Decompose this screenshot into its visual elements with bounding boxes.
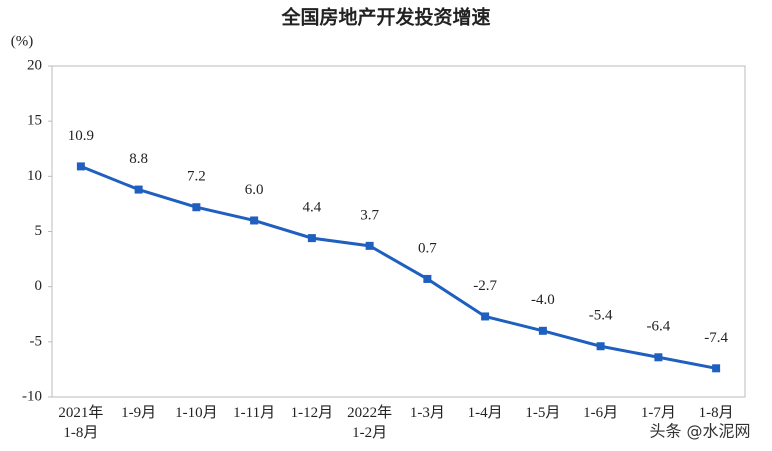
x-tick-line: 1-10月 — [175, 405, 218, 421]
data-label: 6.0 — [245, 182, 264, 198]
x-tick-line: 1-8月 — [63, 425, 98, 441]
y-tick-label: 15 — [27, 113, 42, 129]
point-marker — [596, 342, 605, 351]
data-label: -5.4 — [589, 308, 613, 324]
point-marker — [192, 203, 201, 212]
watermark: 头条 @水泥网 — [649, 422, 750, 441]
y-tick-label: -5 — [30, 333, 43, 349]
data-label: -2.7 — [473, 278, 497, 294]
x-tick-label: 1-11月 — [233, 405, 275, 421]
x-tick-line: 1-2月 — [352, 425, 387, 441]
y-tick-label: 20 — [27, 57, 42, 73]
point-marker — [423, 274, 432, 283]
x-tick-line: 1-4月 — [468, 405, 503, 421]
x-tick-label: 2021年 1-8月 — [58, 404, 103, 441]
x-tick-label: 2022年 1-2月 — [347, 404, 392, 441]
x-tick-label: 1-5月 — [525, 405, 560, 421]
x-tick-line: 1-11月 — [233, 405, 275, 421]
x-tick-label: 1-8月 — [699, 405, 734, 421]
data-label: 7.2 — [187, 169, 206, 185]
data-label: 4.4 — [303, 200, 322, 216]
plot-frame — [51, 65, 746, 398]
series-line — [80, 165, 717, 370]
y-tick-label: 10 — [27, 168, 42, 184]
point-marker — [481, 312, 490, 321]
x-tick-label: 1-12月 — [291, 405, 334, 421]
x-tick-line: 1-12月 — [291, 405, 334, 421]
point-marker — [654, 353, 663, 362]
data-label: 8.8 — [129, 151, 148, 167]
x-tick-label: 1-10月 — [175, 405, 218, 421]
point-marker — [712, 364, 721, 373]
data-label: 3.7 — [360, 207, 379, 223]
point-marker — [76, 162, 85, 171]
data-label: -7.4 — [704, 330, 728, 346]
point-marker — [538, 326, 547, 335]
y-tick-label: -10 — [22, 388, 42, 404]
data-label: -6.4 — [647, 319, 671, 335]
chart-title: 全国房地产开发投资增速 — [280, 6, 490, 29]
x-tick-line: 2022年 — [347, 404, 392, 421]
x-tick-line: 1-5月 — [525, 405, 560, 421]
x-tick-label: 1-9月 — [121, 405, 156, 421]
point-marker — [307, 234, 316, 243]
x-tick-label: 1-7月 — [641, 405, 676, 421]
x-tick-line: 1-6月 — [583, 405, 618, 421]
x-tick-label: 1-3月 — [410, 405, 445, 421]
x-tick-line: 1-8月 — [699, 405, 734, 421]
y-tick-label: 0 — [35, 278, 43, 294]
data-label: 10.9 — [68, 128, 94, 144]
x-tick-line: 1-7月 — [641, 405, 676, 421]
x-tick-line: 1-3月 — [410, 405, 445, 421]
point-marker — [134, 185, 143, 194]
x-tick-label: 1-4月 — [468, 405, 503, 421]
y-tick-label: 5 — [35, 223, 43, 239]
x-tick-line: 2021年 — [58, 404, 103, 421]
x-tick-line: 1-9月 — [121, 405, 156, 421]
x-tick-label: 1-6月 — [583, 405, 618, 421]
data-label: -4.0 — [531, 292, 555, 308]
point-marker — [365, 241, 374, 250]
y-unit: (%) — [11, 33, 34, 49]
point-marker — [250, 216, 259, 225]
data-label: 0.7 — [418, 240, 437, 256]
